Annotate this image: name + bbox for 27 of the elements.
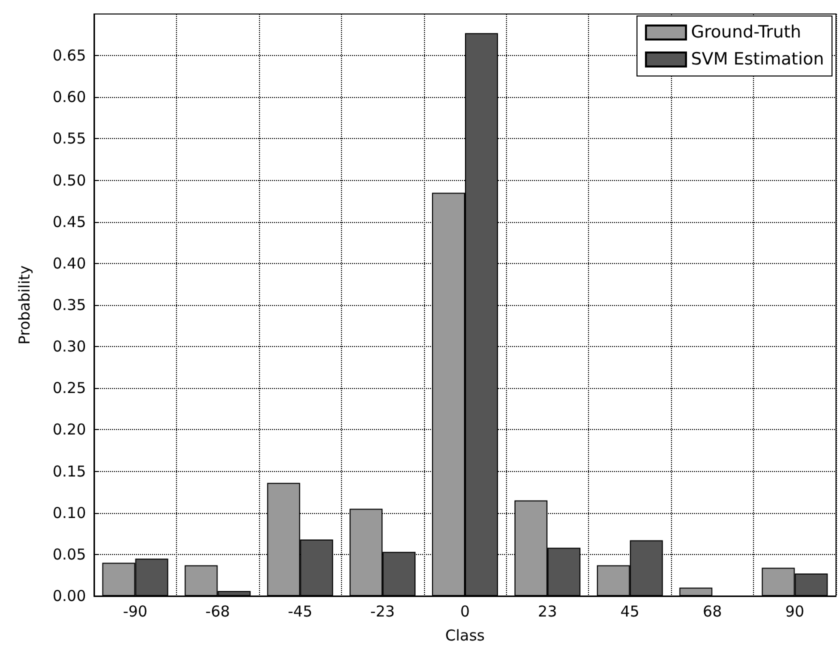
x-tick-label: -23 <box>370 602 395 620</box>
y-tick-label: 0.60 <box>52 88 86 106</box>
y-tick-label: 0.40 <box>52 254 86 272</box>
y-tick-label: 0.50 <box>52 171 86 190</box>
legend-label: Ground-Truth <box>690 22 802 42</box>
y-tick-label: 0.05 <box>52 545 86 564</box>
x-tick-label: 45 <box>620 602 640 620</box>
x-tick-label: -45 <box>288 602 312 620</box>
y-tick-label: 0.35 <box>52 296 86 314</box>
y-tick-label: 0.15 <box>52 462 86 480</box>
y-tick-label: 0.25 <box>52 379 86 398</box>
x-tick-label: 90 <box>785 602 804 620</box>
y-tick-label: 0.20 <box>52 420 86 439</box>
legend-label: SVM Estimation <box>690 50 824 70</box>
x-axis-title: Class <box>445 626 485 644</box>
y-tick-label: 0.55 <box>52 130 86 148</box>
y-tick-label: 0.65 <box>52 46 86 65</box>
x-tick-label: 68 <box>702 602 722 620</box>
x-tick-label: 0 <box>460 602 470 620</box>
y-tick-label: 0.00 <box>52 587 86 605</box>
y-tick-label: 0.30 <box>52 338 86 356</box>
y-axis-title: Probability <box>16 265 34 345</box>
x-tick-label: 23 <box>538 602 557 620</box>
y-tick-label: 0.45 <box>52 212 86 231</box>
x-tick-label: -90 <box>122 602 148 620</box>
y-tick-label: 0.10 <box>52 504 86 522</box>
x-tick-label: -68 <box>205 602 230 620</box>
